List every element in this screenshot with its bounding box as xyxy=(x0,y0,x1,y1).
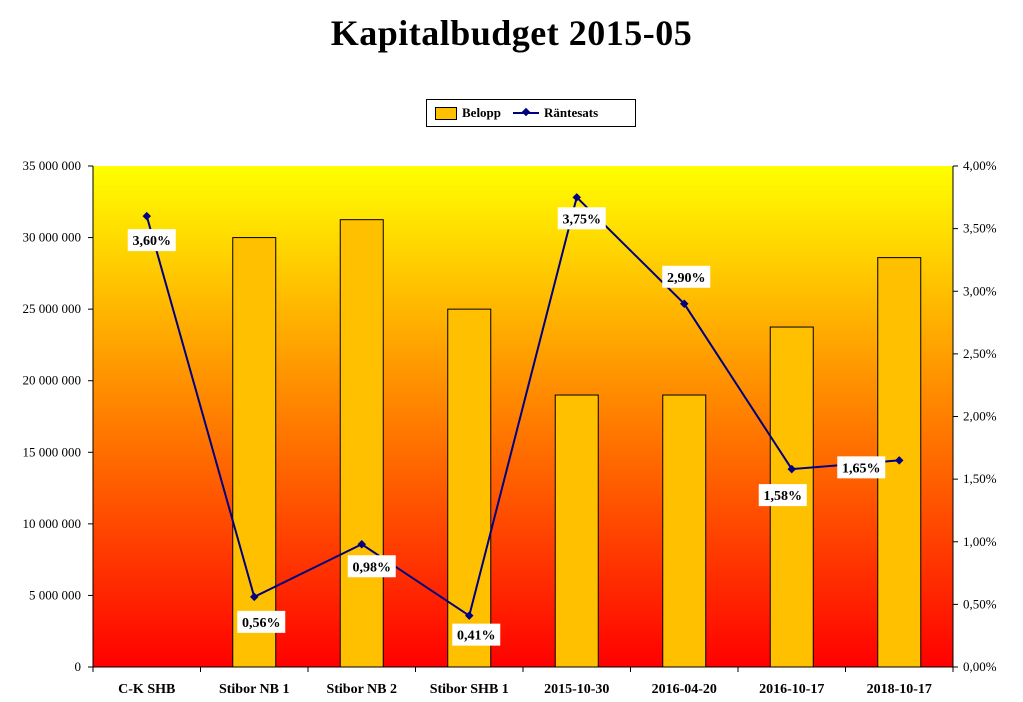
rate-data-label: 2,90% xyxy=(662,265,711,288)
rate-point xyxy=(680,299,689,309)
rate-label-box xyxy=(127,229,176,252)
rate-label-box xyxy=(237,610,286,633)
rate-point xyxy=(787,464,796,474)
y-left-tick-label: 5 000 000 xyxy=(29,587,81,602)
rate-data-label: 3,60% xyxy=(127,229,176,252)
bar xyxy=(554,394,599,668)
bar xyxy=(447,308,492,668)
rate-label-text: 1,65% xyxy=(842,461,881,476)
legend-item-rantesats: Räntesats xyxy=(513,105,598,121)
y-left-tick-label: 20 000 000 xyxy=(23,373,82,388)
rate-point xyxy=(357,540,366,549)
axes: 0 5 000 000 10 000 000 15 000 000 20 000 000… xyxy=(23,158,997,697)
plot-area xyxy=(93,166,953,667)
x-tick-label: Stibor NB 1 xyxy=(219,682,290,697)
rate-data-label: 0,41% xyxy=(452,623,501,646)
y-left-tick-label: 30 000 000 xyxy=(23,230,82,245)
y-right-tick-label: 0,50% xyxy=(963,596,997,611)
rate-label-text: 3,60% xyxy=(133,234,172,249)
y-left-tick-label: 0 xyxy=(75,659,82,674)
legend-label-rantesats: Räntesats xyxy=(544,105,599,120)
y-right-tick-label: 0,00% xyxy=(963,659,997,674)
rate-line-path xyxy=(145,195,900,618)
y-right-tick-label: 1,00% xyxy=(963,534,997,549)
x-tick-label: 2018-10-17 xyxy=(867,682,932,697)
rate-label-box xyxy=(452,623,501,646)
y-right-tick-label: 2,50% xyxy=(963,346,997,361)
x-tick-label: 2015-10-30 xyxy=(544,682,609,697)
y-right-tick-label: 3,00% xyxy=(963,283,997,298)
y-left-tick-label: 25 000 000 xyxy=(23,301,82,316)
y-right-tick-label: 3,50% xyxy=(963,221,997,236)
rate-data-label: 0,98% xyxy=(347,555,396,578)
rate-label-text: 1,58% xyxy=(764,489,803,504)
y-left-tick-label: 15 000 000 xyxy=(23,444,82,459)
rate-label-text: 0,98% xyxy=(353,560,392,575)
x-tick-label: Stibor SHB 1 xyxy=(430,682,509,697)
rate-point xyxy=(142,211,151,221)
y-left-tick-label: 10 000 000 xyxy=(23,516,82,531)
rate-data-label: 3,75% xyxy=(557,207,606,230)
x-tick-label: 2016-10-17 xyxy=(759,682,824,697)
rate-label-box xyxy=(758,484,807,507)
y-right-tick-label: 1,50% xyxy=(963,471,997,486)
y-left-tick-label: 35 000 000 xyxy=(23,158,82,173)
bar xyxy=(662,394,707,668)
rate-data-label: 0,56% xyxy=(237,610,286,633)
rate-label-text: 0,41% xyxy=(457,629,496,644)
rate-data-label: 1,65% xyxy=(837,456,886,479)
bar xyxy=(339,219,384,668)
legend: Belopp Räntesats xyxy=(426,99,636,127)
chart-title: Kapitalbudget 2015-05 xyxy=(330,13,693,53)
y-right-tick-label: 4,00% xyxy=(963,158,997,173)
rate-label-text: 0,56% xyxy=(242,616,281,631)
x-tick-label: Stibor NB 2 xyxy=(326,682,397,697)
rate-point xyxy=(465,611,474,620)
data-labels: 3,60% 0,56% 0,98% 0,41% 3,75% 2,90% 1,58% 1,65% xyxy=(127,207,886,646)
rate-label-text: 3,75% xyxy=(563,212,602,227)
rate-label-box xyxy=(557,207,606,230)
x-tick-label: 2016-04-20 xyxy=(652,682,717,697)
rate-label-box xyxy=(347,555,396,578)
rate-point xyxy=(895,456,904,465)
legend-item-belopp: Belopp xyxy=(435,105,501,121)
legend-line-marker xyxy=(513,112,540,114)
y-right-tick-label: 2,00% xyxy=(963,409,997,424)
rate-label-box xyxy=(662,265,711,288)
x-tick-label: C-K SHB xyxy=(118,682,175,697)
bar xyxy=(232,237,277,668)
legend-bar-swatch xyxy=(435,106,457,120)
rate-data-label: 1,58% xyxy=(758,484,807,507)
rate-label-text: 2,90% xyxy=(667,271,706,286)
rate-label-box xyxy=(837,456,886,479)
legend-label-belopp: Belopp xyxy=(462,105,502,120)
